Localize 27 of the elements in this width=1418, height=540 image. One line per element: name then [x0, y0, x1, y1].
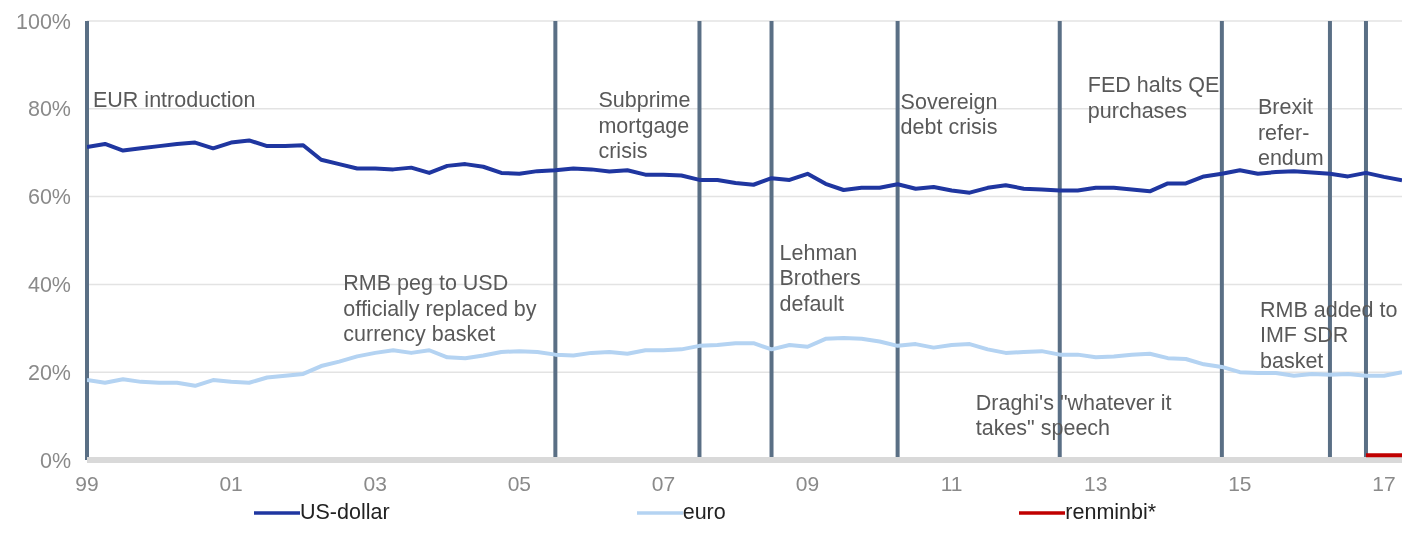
- ref-line-label: RMB peg to USD officially replaced by currency basket: [343, 271, 537, 347]
- line-series: [87, 138, 1402, 195]
- y-tick-label: 0%: [39, 448, 71, 473]
- x-tick-label: 03: [363, 471, 387, 495]
- x-tick-label: 07: [651, 471, 676, 495]
- legend-label: US-dollar: [300, 500, 390, 525]
- x-tick-label: 99: [75, 471, 99, 495]
- legend-label: renminbi*: [1065, 500, 1157, 525]
- x-tick-label: 15: [1228, 471, 1252, 495]
- legend-label: euro: [682, 500, 726, 525]
- ref-line-label: Sovereign debt crisis: [900, 89, 998, 140]
- y-tick-label: 60%: [27, 185, 71, 210]
- y-tick-label: 20%: [27, 360, 71, 385]
- x-tick-label: 11: [940, 471, 963, 495]
- y-tick-label: 100%: [16, 9, 71, 34]
- y-tick-label: 40%: [27, 273, 71, 298]
- x-tick-label: 01: [219, 471, 243, 495]
- ref-line-label: Brexit refer- endum: [1257, 95, 1324, 171]
- x-tick-label: 13: [1084, 471, 1108, 495]
- ref-line-label: EUR introduction: [93, 88, 256, 113]
- x-tick-label: 17: [1372, 471, 1396, 495]
- ref-line-label: Subprime mortgage crisis: [598, 88, 691, 164]
- x-tick-label: 09: [795, 471, 820, 495]
- ref-line-label: FED halts QE purchases: [1087, 73, 1220, 123]
- ref-line-label: Lehman Brothers default: [779, 240, 861, 316]
- x-tick-label: 05: [507, 471, 532, 495]
- y-tick-label: 80%: [27, 97, 71, 122]
